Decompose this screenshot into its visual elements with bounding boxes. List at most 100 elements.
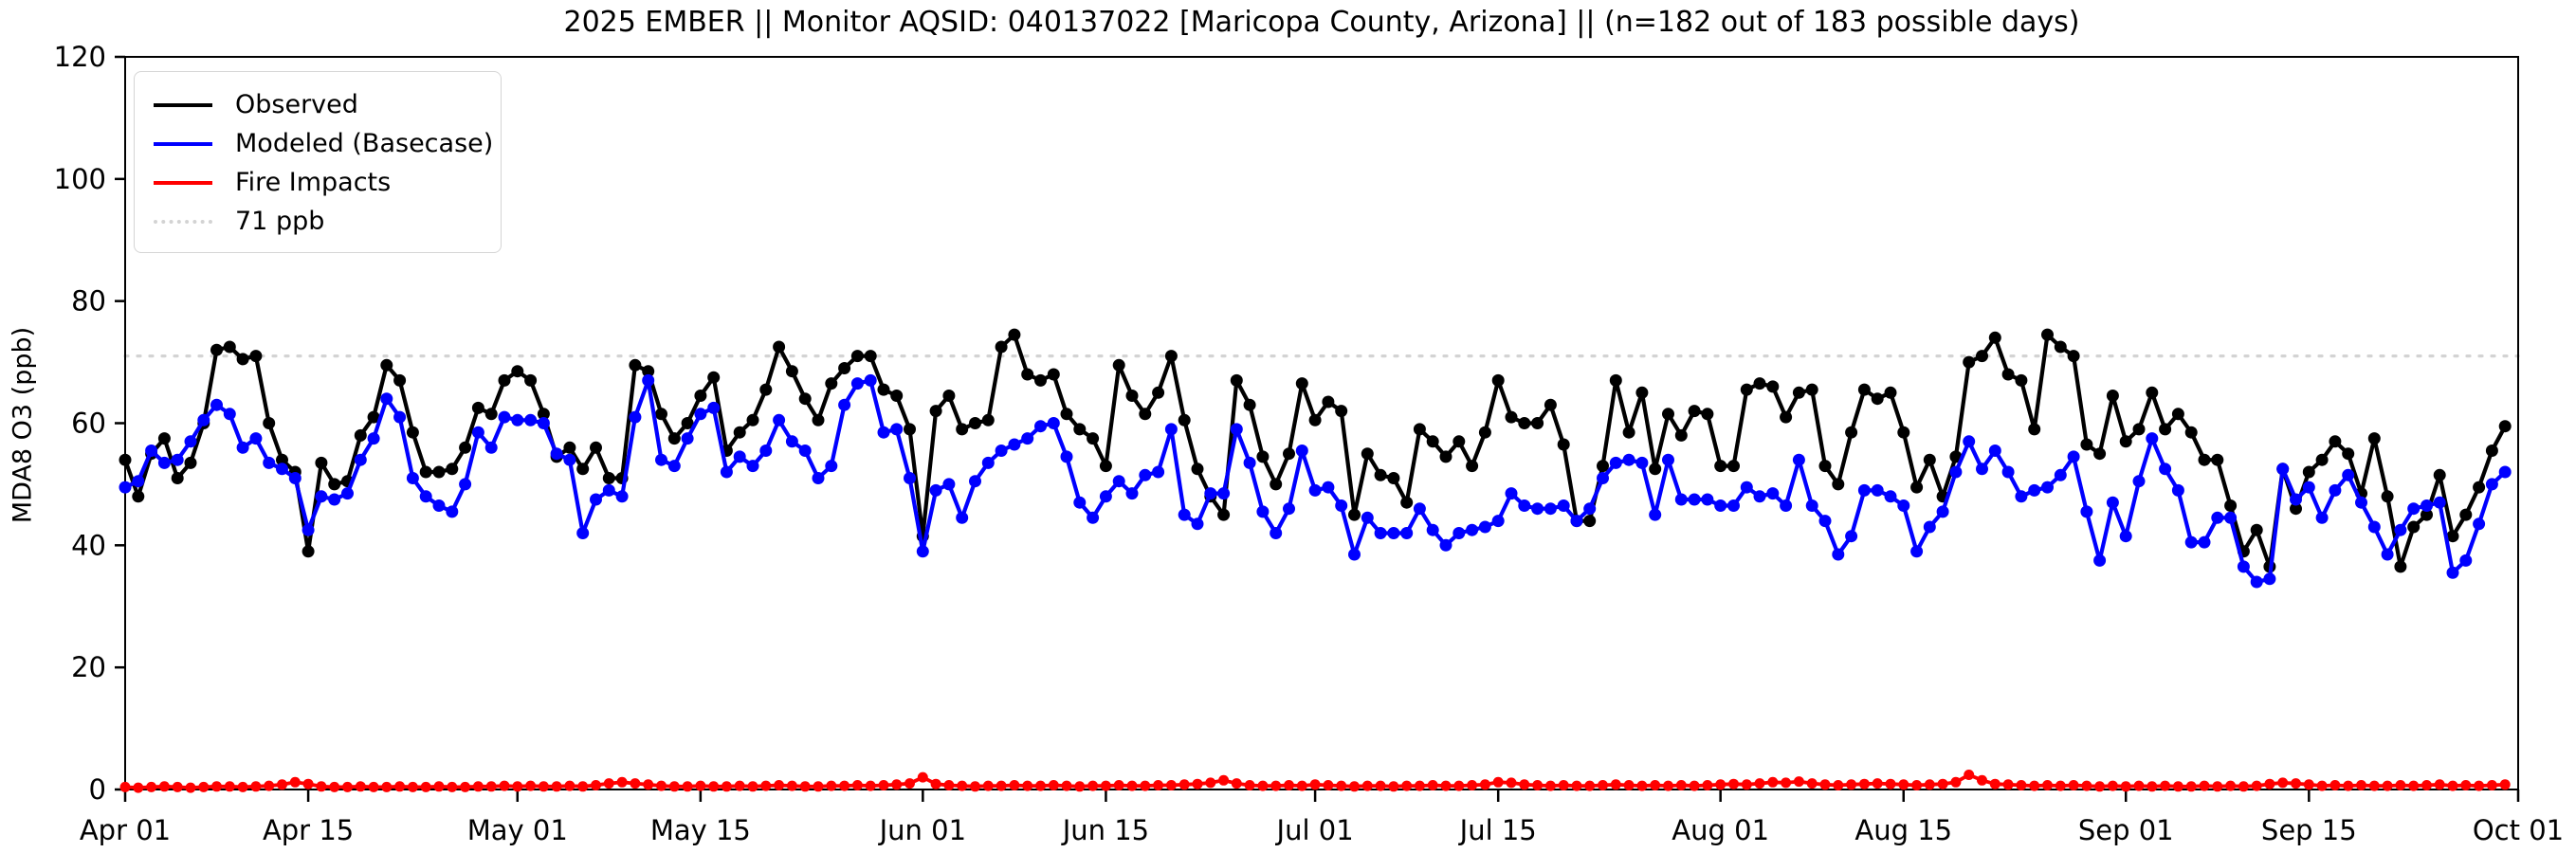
fire-impacts-series-marker (891, 779, 903, 790)
observed-series-marker (184, 456, 197, 469)
fire-impacts-series-marker (2474, 780, 2485, 791)
observed-series-marker (157, 432, 171, 445)
modeled-series-marker (1243, 456, 1256, 469)
fire-impacts-series-marker (1598, 780, 1608, 790)
observed-series-marker (1766, 380, 1780, 393)
modeled-series-marker (301, 523, 315, 536)
fire-impacts-series-marker (930, 778, 941, 789)
observed-series-marker (838, 362, 851, 374)
observed-series-marker (629, 358, 642, 372)
modeled-series-marker (1857, 483, 1871, 497)
modeled-series-marker (328, 493, 341, 506)
modeled-series-marker (642, 373, 655, 387)
modeled-series-marker (1988, 445, 2001, 457)
observed-series-marker (406, 426, 419, 439)
observed-series-marker (2342, 447, 2355, 461)
fire-impacts-series-marker (774, 780, 785, 790)
modeled-series-marker (995, 445, 1008, 457)
fire-impacts-series-marker (1087, 780, 1099, 791)
modeled-series-marker (2381, 548, 2394, 561)
modeled-series-marker (2290, 493, 2302, 506)
modeled-series-marker (2041, 481, 2054, 494)
modeled-series-marker (1217, 487, 1231, 500)
legend-item-threshold: 71 ppb (154, 202, 482, 241)
modeled-series-marker (1073, 496, 1087, 509)
fire-impacts-series-marker (943, 780, 955, 790)
fire-impacts-series-marker (865, 780, 876, 791)
observed-series-marker (2028, 423, 2041, 436)
modeled-series-marker (576, 527, 590, 539)
fire-impacts-series-marker (1544, 780, 1556, 791)
fire-impacts-series-marker (1375, 780, 1386, 791)
modeled-series-marker (1021, 432, 1034, 445)
legend: Observed Modeled (Basecase) Fire Impacts… (134, 71, 502, 253)
observed-series-marker (1478, 426, 1491, 439)
modeled-series-marker (1780, 499, 1793, 512)
legend-label: Fire Impacts (235, 168, 392, 197)
modeled-series-marker (1845, 530, 1858, 543)
modeled-series-marker (1047, 417, 1060, 429)
observed-series-marker (1139, 408, 1152, 421)
modeled-series-marker (1649, 508, 1662, 521)
fire-impacts-series-marker (1284, 780, 1294, 790)
fire-impacts-series-marker (813, 781, 824, 792)
modeled-series-marker (1256, 505, 1270, 518)
observed-series-marker (1688, 405, 1701, 418)
fire-impacts-series-marker (1492, 776, 1504, 788)
modeled-series-marker (563, 453, 576, 466)
observed-series-marker (223, 340, 236, 354)
modeled-series-marker (2132, 475, 2146, 488)
observed-series-marker (1976, 350, 1988, 363)
modeled-series-marker (550, 447, 563, 461)
observed-series-marker (590, 441, 602, 454)
fire-impacts-series-marker (2016, 780, 2027, 790)
fire-impacts-series-marker (1440, 780, 1452, 791)
observed-series-marker (1283, 447, 1295, 461)
x-tick-label: Jun 15 (1061, 814, 1149, 846)
observed-series-marker (2184, 426, 2198, 439)
fire-impacts-series-marker (2447, 780, 2458, 791)
modeled-series-marker (733, 450, 746, 463)
fire-impacts-series-marker (2094, 781, 2106, 792)
y-tick-label: 80 (71, 285, 106, 318)
observed-series-marker (249, 350, 263, 363)
observed-series-marker (2433, 468, 2446, 481)
observed-series-marker (2132, 423, 2146, 436)
modeled-series-marker (432, 499, 446, 512)
observed-series-marker (1021, 368, 1034, 381)
observed-series-marker (1217, 508, 1231, 521)
fire-impacts-series-marker (198, 781, 210, 792)
observed-series-marker (315, 456, 328, 469)
fire-impacts-series-marker (2408, 780, 2420, 791)
modeled-series-marker (1466, 523, 1479, 536)
fire-impacts-series-marker (1675, 780, 1687, 790)
fire-impacts-series-marker (1479, 779, 1490, 790)
modeled-series-marker (1871, 483, 1884, 497)
fire-impacts-series-marker (551, 781, 562, 792)
fire-impacts-series-marker (1506, 777, 1517, 789)
observed-series-marker (1387, 472, 1400, 484)
modeled-series-marker (2106, 496, 2119, 509)
observed-series-marker (1662, 408, 1674, 421)
observed-series-marker (2394, 560, 2407, 573)
observed-series-marker (367, 410, 380, 424)
modeled-series-marker (1178, 508, 1191, 521)
observed-series-marker (1270, 478, 1283, 491)
fire-impacts-series-marker (2120, 781, 2131, 792)
observed-series-marker (2302, 465, 2315, 479)
fire-impacts-series-marker (1074, 781, 1086, 792)
fire-impacts-series-marker (316, 781, 327, 792)
modeled-series-marker (2211, 511, 2224, 524)
y-tick-label: 0 (89, 773, 106, 806)
modeled-series-marker (2276, 463, 2290, 476)
modeled-series-marker (1426, 523, 1439, 536)
modeled-series-marker (707, 401, 721, 414)
modeled-series-marker (2302, 481, 2315, 494)
observed-series-marker (537, 408, 550, 421)
modeled-series-marker (929, 483, 942, 497)
observed-series-marker (773, 340, 786, 354)
fire-impacts-series-marker (1296, 780, 1307, 791)
fire-impacts-series-marker (2460, 780, 2472, 790)
modeled-series-marker (2407, 502, 2421, 516)
observed-series-marker (1400, 496, 1414, 509)
